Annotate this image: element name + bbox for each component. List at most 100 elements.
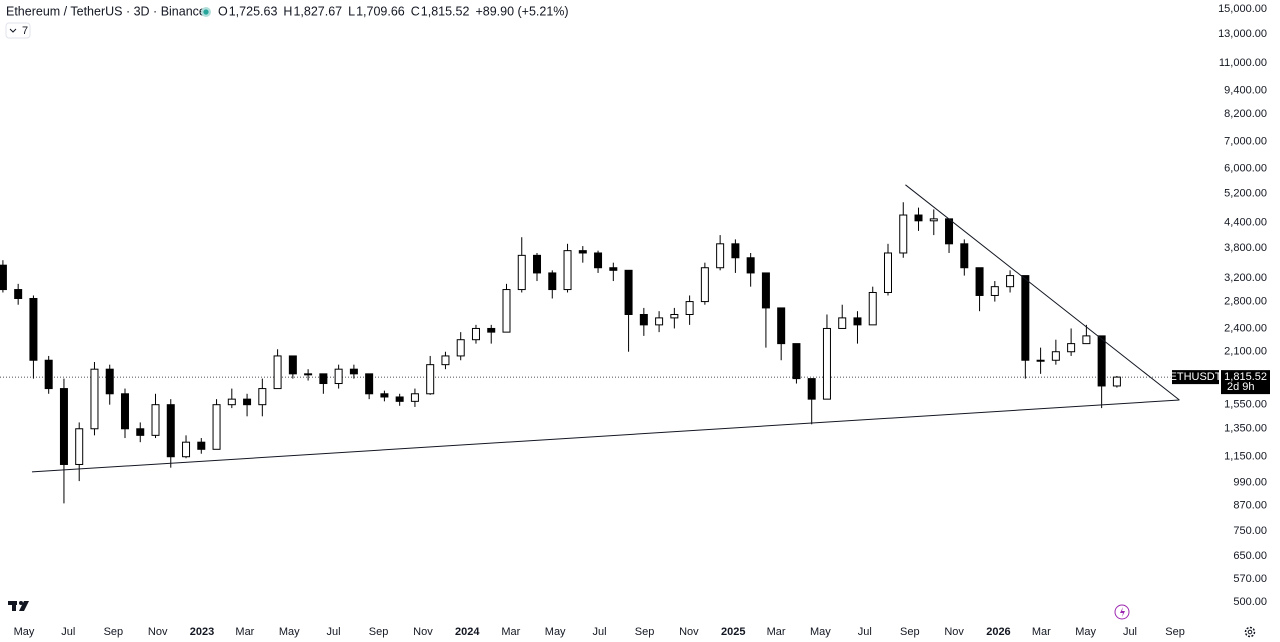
candle-body	[441, 355, 450, 366]
x-tick-label: Sep	[635, 626, 655, 638]
y-tick-label: 1,350.00	[1224, 423, 1267, 435]
candle-body	[975, 267, 984, 296]
candle-body	[380, 393, 389, 398]
x-tick-label: Sep	[369, 626, 389, 638]
candle-body	[136, 428, 145, 436]
candle-body	[1021, 275, 1030, 361]
y-tick-label: 3,200.00	[1224, 272, 1267, 284]
y-tick-label: 2,400.00	[1224, 322, 1267, 334]
ohlc-key: H	[283, 4, 292, 18]
countdown: 2d 9h	[1227, 381, 1255, 393]
candle-body	[1082, 335, 1091, 345]
candle-body	[929, 218, 938, 222]
candle-body	[182, 441, 191, 458]
ohlc-value: 1,815.52	[421, 4, 470, 18]
y-tick-label: 870.00	[1233, 499, 1267, 511]
chart-title[interactable]: Ethereum / TetherUS · 3D · Binance	[6, 4, 206, 18]
candle-body	[502, 289, 511, 333]
last-price-label: 1,815.52	[1224, 371, 1267, 383]
y-tick-label: 1,550.00	[1224, 399, 1267, 411]
settings-icon[interactable]	[1244, 626, 1256, 638]
candle-body	[365, 373, 374, 395]
candle-body	[395, 396, 404, 402]
y-tick-label: 1,150.00	[1224, 451, 1267, 463]
ohlc-key: O	[218, 4, 228, 18]
y-tick-label: 570.00	[1233, 573, 1267, 585]
candle-body	[807, 378, 816, 400]
candle-body	[533, 254, 542, 274]
candle-body	[655, 317, 664, 326]
trend-line	[905, 184, 1180, 401]
trend-line	[31, 399, 1180, 473]
x-tick-label: Jul	[592, 626, 606, 638]
x-tick-label: Mar	[767, 626, 786, 638]
candle-body	[838, 317, 847, 329]
candle-body	[868, 291, 877, 326]
candle-body	[990, 286, 999, 296]
candle-body	[1097, 335, 1106, 387]
candle-body	[0, 264, 7, 291]
x-tick-label: Mar	[1032, 626, 1051, 638]
candle-body	[624, 269, 633, 315]
candle-body	[243, 398, 252, 406]
y-tick-label: 4,400.00	[1224, 217, 1267, 229]
candle-body	[227, 398, 236, 406]
candle-body	[548, 272, 557, 291]
y-tick-label: 3,800.00	[1224, 242, 1267, 254]
candle-body	[639, 313, 648, 326]
x-tick-label: 2024	[455, 626, 480, 638]
candle-body	[746, 257, 755, 274]
candle-body	[563, 250, 572, 291]
candle-body	[59, 388, 68, 465]
status-dot-core	[203, 9, 209, 15]
last-price-box	[1221, 370, 1270, 395]
candle-body	[899, 214, 908, 254]
candle-body	[792, 343, 801, 380]
candle-body	[197, 441, 206, 450]
candle-body	[471, 327, 480, 341]
indicator-toggle[interactable]	[5, 22, 31, 39]
candle-body	[487, 327, 496, 333]
x-tick-label: 2023	[190, 626, 214, 638]
x-tick-label: Nov	[413, 626, 433, 638]
candle-body	[1112, 376, 1121, 387]
price-change: +89.90 (+5.21%)	[475, 4, 568, 18]
lightning-icon[interactable]	[1114, 604, 1130, 620]
ohlc-value: 1,709.66	[356, 4, 405, 18]
candle-body	[29, 297, 38, 361]
x-tick-label: May	[810, 626, 831, 638]
candle-body	[960, 243, 969, 269]
y-tick-label: 2,800.00	[1224, 295, 1267, 307]
ohlc-key: C	[411, 4, 420, 18]
y-tick-label: 8,200.00	[1224, 108, 1267, 120]
candle-body	[594, 252, 603, 269]
candle-body	[319, 373, 328, 385]
x-tick-label: Jul	[327, 626, 341, 638]
y-tick-label: 2,100.00	[1224, 346, 1267, 358]
candle-body	[731, 243, 740, 259]
candle-body	[212, 404, 221, 450]
candle-body	[75, 428, 84, 465]
candle-body	[670, 313, 679, 319]
candle-body	[166, 404, 175, 458]
x-tick-label: Mar	[235, 626, 254, 638]
y-tick-label: 5,200.00	[1224, 188, 1267, 200]
candle-body	[517, 254, 526, 291]
x-tick-label: Nov	[944, 626, 964, 638]
candle-body	[105, 368, 114, 395]
candle-body	[44, 359, 53, 390]
candle-body	[883, 252, 892, 293]
candle-body	[1036, 359, 1045, 362]
candle-body	[761, 272, 770, 309]
x-tick-label: Sep	[900, 626, 920, 638]
ohlc-value: 1,827.67	[293, 4, 342, 18]
x-tick-label: Sep	[104, 626, 124, 638]
candle-body	[304, 373, 313, 376]
indicator-count: 7	[22, 25, 28, 37]
candle-body	[685, 301, 694, 315]
ohlc-key: L	[348, 4, 355, 18]
tv-logo[interactable]	[8, 601, 29, 611]
candle-body	[14, 289, 23, 299]
